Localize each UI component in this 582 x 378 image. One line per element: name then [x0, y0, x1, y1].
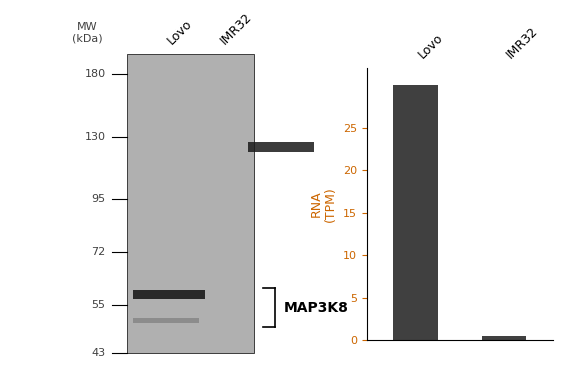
Text: Lovo: Lovo: [165, 17, 195, 47]
Text: IMR32: IMR32: [218, 10, 255, 47]
Text: IMR32: IMR32: [504, 25, 541, 61]
Text: 180: 180: [84, 69, 105, 79]
FancyBboxPatch shape: [133, 290, 205, 299]
FancyBboxPatch shape: [133, 318, 199, 324]
Y-axis label: RNA
(TPM): RNA (TPM): [309, 186, 337, 222]
Text: 130: 130: [84, 133, 105, 143]
Text: 43: 43: [91, 348, 105, 358]
Text: MAP3K8: MAP3K8: [284, 301, 349, 314]
Text: 72: 72: [91, 248, 105, 257]
Text: 55: 55: [91, 300, 105, 310]
Bar: [482, 336, 526, 340]
Text: Lovo: Lovo: [416, 31, 445, 61]
Bar: [393, 85, 438, 340]
Text: MW
(kDa): MW (kDa): [72, 22, 102, 43]
FancyBboxPatch shape: [248, 142, 332, 152]
FancyBboxPatch shape: [127, 54, 254, 353]
Text: 95: 95: [91, 194, 105, 203]
